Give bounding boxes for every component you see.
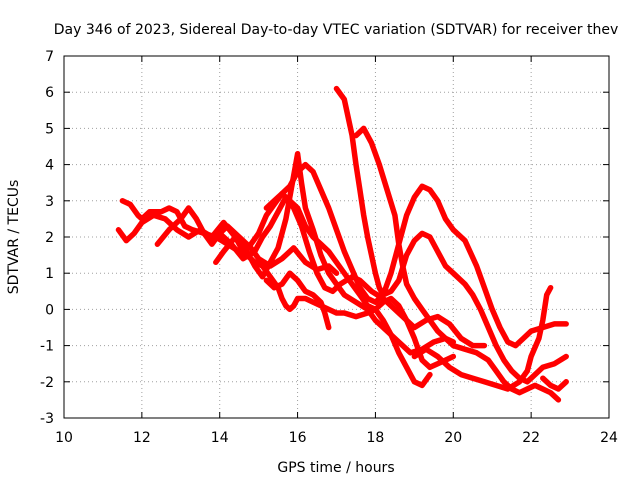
x-tick-label: 20	[444, 430, 462, 446]
data-traces	[115, 85, 569, 403]
series-track-3	[213, 150, 457, 356]
y-tick-label: -2	[40, 375, 54, 391]
series-track-8	[263, 270, 332, 331]
x-tick-label: 24	[600, 430, 618, 446]
series-track-10	[154, 205, 340, 276]
x-axis-label: GPS time / hours	[277, 460, 394, 476]
y-tick-label: -3	[40, 411, 54, 427]
x-tick-label: 16	[289, 430, 307, 446]
x-tick-label: 22	[522, 430, 540, 446]
series-track-7	[216, 194, 488, 349]
chart-title: Day 346 of 2023, Sidereal Day-to-day VTE…	[54, 22, 618, 38]
y-tick-label: 3	[45, 194, 54, 210]
series-track-4	[263, 161, 569, 349]
x-tick-label: 14	[211, 430, 229, 446]
x-tick-label: 18	[367, 430, 385, 446]
y-tick-label: 5	[45, 121, 54, 137]
y-tick-label: 6	[45, 85, 54, 101]
series-track-5	[333, 85, 569, 385]
x-tick-label: 10	[55, 430, 73, 446]
y-tick-label: 2	[45, 230, 54, 246]
x-tick-label: 12	[133, 430, 151, 446]
series-track-11	[540, 375, 569, 392]
y-tick-label: 4	[45, 158, 54, 174]
y-tick-label: 1	[45, 266, 54, 282]
series-track-1	[119, 198, 457, 371]
series-track-9	[411, 284, 554, 392]
y-tick-label: -1	[40, 339, 54, 355]
y-axis-label: SDTVAR / TECUs	[6, 180, 22, 295]
y-tick-label: 7	[45, 49, 54, 65]
y-tick-label: 0	[45, 302, 54, 318]
series-track-6	[353, 125, 562, 403]
